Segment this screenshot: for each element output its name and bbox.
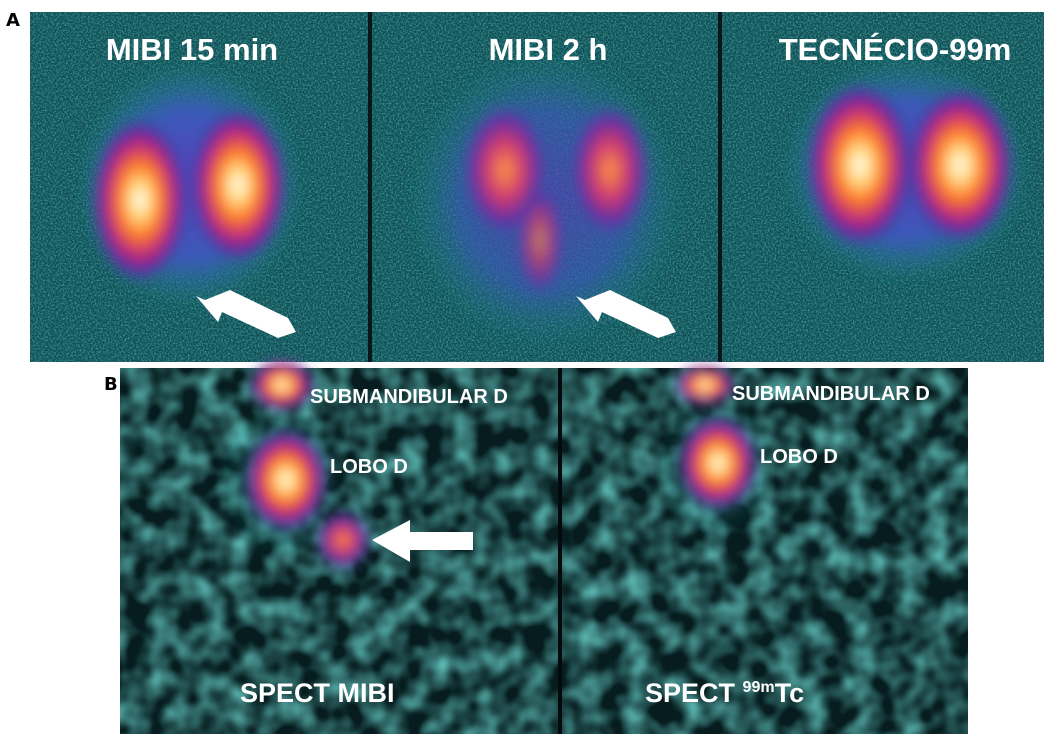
image-title: MIBI 15 min [106,32,278,67]
image-title: SPECT 99mTc [645,678,804,708]
divider [718,12,722,362]
image-title: SPECT MIBI [240,678,395,708]
image-label: LOBO D [330,456,408,478]
figure: A B MIBI 15 min MIBI 2 h TECNÉCIO-99m SU… [0,0,1044,734]
panel-label: B [104,374,118,395]
title-text: SPECT [645,678,736,708]
image-title: TECNÉCIO-99m [779,32,1012,67]
image-label: LOBO D [760,446,838,468]
divider [558,368,562,734]
image-title: MIBI 2 h [489,32,608,67]
image-label: SUBMANDIBULAR D [310,386,508,408]
divider [368,12,372,362]
image-label: SUBMANDIBULAR D [732,383,930,405]
title-text: Tc [775,678,805,708]
title-superscript: 99m [743,679,775,696]
panel-label: A [6,10,20,31]
